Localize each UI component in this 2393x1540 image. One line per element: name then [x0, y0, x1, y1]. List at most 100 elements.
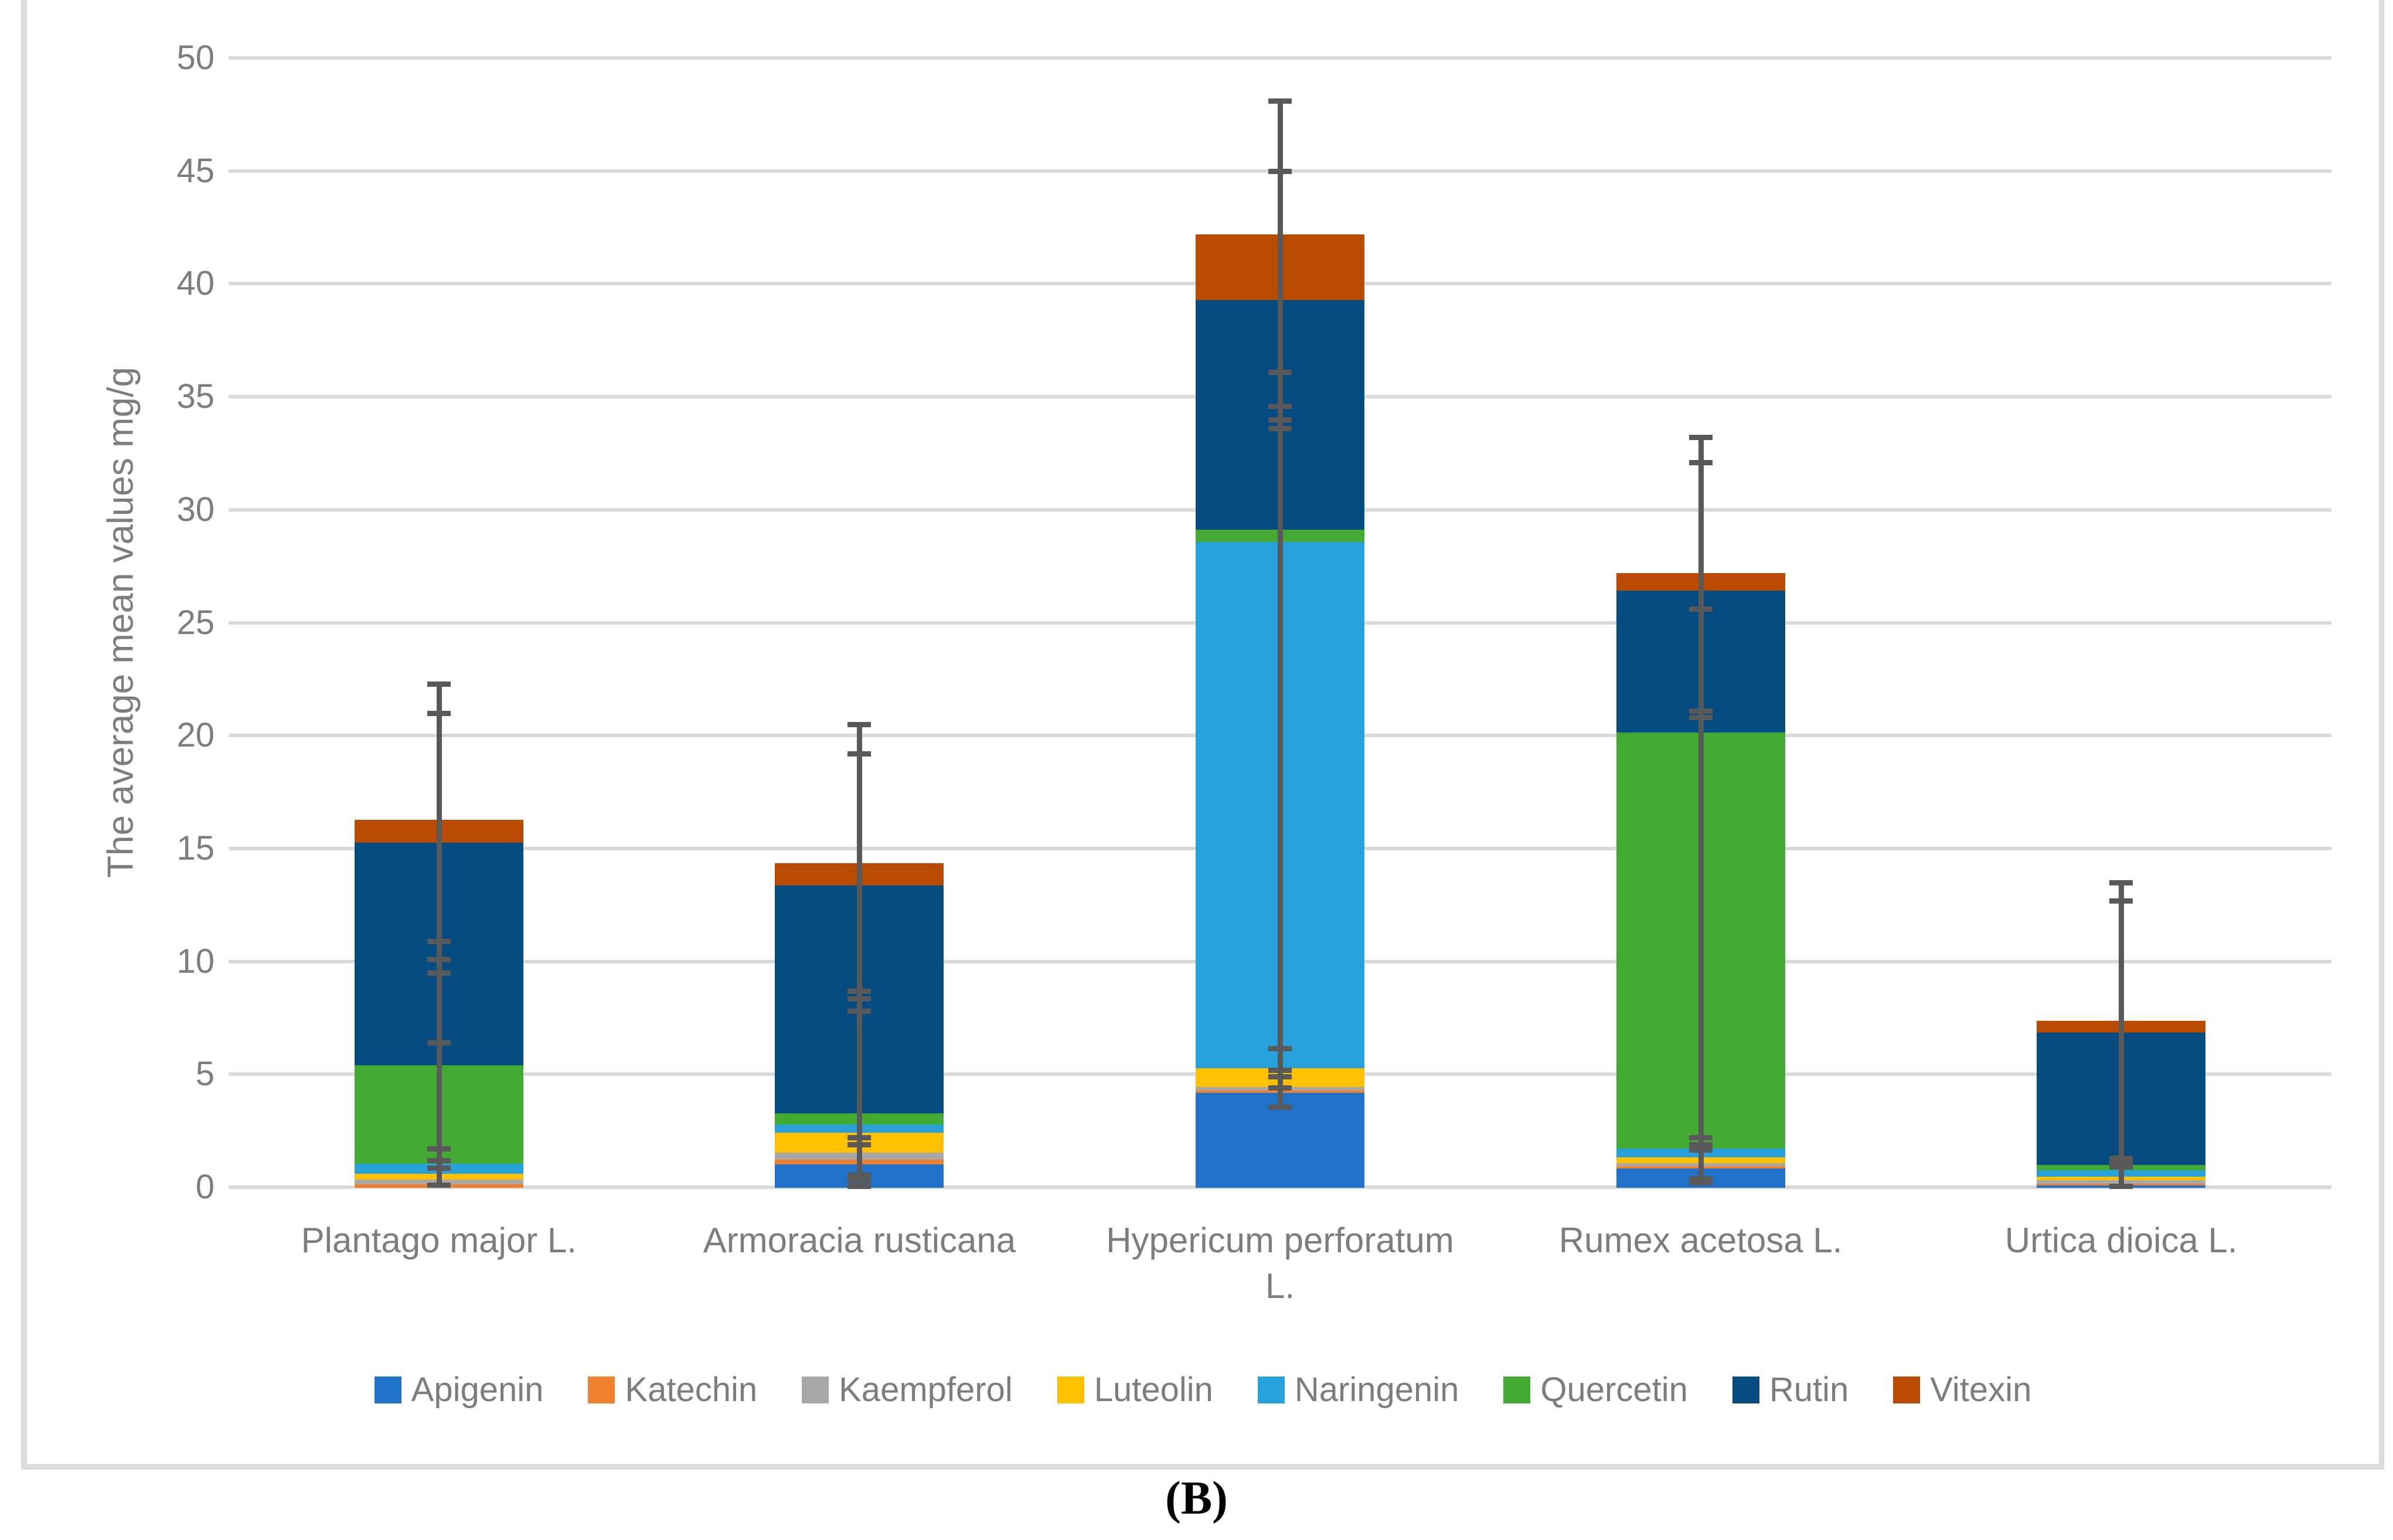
- error-bar-cap: [427, 956, 451, 962]
- legend-item-luteolin: Luteolin: [1057, 1370, 1213, 1409]
- error-bar-cap: [1268, 417, 1292, 423]
- legend-item-vitexin: Vitexin: [1893, 1370, 2031, 1409]
- error-bar-cap: [1689, 708, 1713, 714]
- error-bar-cap: [847, 1135, 872, 1141]
- error-bar-cap: [427, 1146, 451, 1152]
- error-bar-line: [436, 683, 442, 1187]
- legend-swatch-icon: [1503, 1376, 1531, 1403]
- legend-item-quercetin: Quercetin: [1503, 1370, 1688, 1409]
- error-bar-cap: [2109, 1164, 2133, 1170]
- legend-swatch-icon: [374, 1376, 401, 1403]
- error-bar-cap: [1689, 435, 1713, 441]
- error-bar-cap: [1268, 1067, 1292, 1073]
- y-axis-tick-label: 20: [176, 716, 215, 755]
- legend-item-apigenin: Apigenin: [374, 1370, 544, 1409]
- error-bar-cap: [847, 751, 872, 757]
- error-bar-cap: [847, 988, 872, 994]
- gridline: [229, 56, 2331, 60]
- x-axis-label: Urtica dioica L.: [1911, 1218, 2331, 1263]
- y-axis-tick-label: 40: [176, 264, 215, 303]
- legend-label: Vitexin: [1930, 1371, 2032, 1409]
- legend-label: Luteolin: [1094, 1371, 1213, 1409]
- error-bar-cap: [427, 1166, 451, 1171]
- error-bar-cap: [1689, 1176, 1713, 1181]
- error-bar-line: [857, 724, 863, 1187]
- error-bar-cap: [427, 938, 451, 944]
- error-bar-cap: [1268, 1105, 1292, 1110]
- error-bar-cap: [847, 1009, 872, 1014]
- legend-swatch-icon: [1257, 1376, 1285, 1403]
- y-axis-tick-label: 0: [195, 1168, 215, 1206]
- legend-label: Kaempferol: [839, 1371, 1013, 1409]
- error-bar-cap: [1268, 168, 1292, 174]
- error-bar-cap: [2109, 880, 2133, 885]
- legend-item-naringenin: Naringenin: [1257, 1370, 1459, 1409]
- y-axis-tick-label: 35: [176, 377, 215, 416]
- error-bar-cap: [847, 721, 872, 727]
- error-bar-cap: [1268, 1074, 1292, 1080]
- y-axis-tick-label: 45: [176, 151, 215, 190]
- error-bar-cap: [427, 1040, 451, 1046]
- error-bar-cap: [847, 1172, 872, 1178]
- error-bar-line: [1278, 101, 1283, 1108]
- legend-label: Naringenin: [1294, 1371, 1459, 1409]
- error-bar-cap: [1689, 607, 1713, 612]
- error-bar-cap: [1689, 1142, 1713, 1147]
- error-bar-cap: [427, 1157, 451, 1163]
- legend: Apigenin Katechin Kaempferol Luteolin Naring…: [27, 1370, 2379, 1409]
- legend-swatch-icon: [1893, 1376, 1921, 1403]
- error-bar-cap: [847, 1184, 872, 1190]
- x-axis-label-text: Rumex acetosa L.: [1558, 1221, 1843, 1260]
- legend-item-kaempferol: Kaempferol: [802, 1370, 1013, 1409]
- error-bar-cap: [1268, 403, 1292, 409]
- y-axis-tick-label: 50: [176, 39, 215, 77]
- y-axis-tick-label: 10: [176, 942, 215, 980]
- error-bar-cap: [1268, 1085, 1292, 1091]
- error-bar-line: [1698, 437, 1704, 1185]
- error-bar-cap: [1689, 715, 1713, 721]
- legend-label: Katechin: [625, 1371, 758, 1409]
- error-bar-cap: [1268, 369, 1292, 375]
- caption: (B): [1165, 1473, 1228, 1524]
- legend-label: Apigenin: [411, 1371, 544, 1409]
- x-axis-label-text: Hypericum perforatum L.: [1106, 1221, 1454, 1306]
- error-bar-cap: [2109, 1155, 2133, 1161]
- x-axis-label-text: Urtica dioica L.: [2004, 1221, 2238, 1260]
- chart-frame: 0 5 10 15 20 25 30 35 40 45 50 The average mean va…: [21, 0, 2384, 1470]
- error-bar-cap: [847, 1178, 872, 1184]
- y-axis-title: The average mean values mg/g: [100, 367, 141, 878]
- legend-item-katechin: Katechin: [588, 1370, 757, 1409]
- error-bar-cap: [1689, 1180, 1713, 1186]
- error-bar-line: [2119, 882, 2125, 1187]
- legend-swatch-icon: [588, 1376, 615, 1403]
- x-axis-label-text: Armoracia rusticana: [703, 1221, 1016, 1260]
- error-bar-cap: [2109, 1184, 2133, 1190]
- error-bar-cap: [2109, 1160, 2133, 1166]
- error-bar-cap: [1268, 98, 1292, 104]
- y-axis-tick-label: 25: [176, 603, 215, 642]
- error-bar-cap: [847, 1142, 872, 1147]
- legend-label: Quercetin: [1540, 1371, 1688, 1409]
- x-axis-label: Plantago major L.: [229, 1218, 649, 1263]
- error-bar-cap: [1689, 459, 1713, 465]
- error-bar-cap: [2109, 898, 2133, 904]
- error-bar-cap: [427, 710, 451, 716]
- error-bar-cap: [1689, 1135, 1713, 1141]
- y-axis-tick-label: 5: [195, 1055, 215, 1093]
- legend-swatch-icon: [1057, 1376, 1084, 1403]
- x-axis-label: Hypericum perforatum L.: [1070, 1218, 1490, 1309]
- x-axis-label: Armoracia rusticana: [649, 1218, 1070, 1263]
- x-axis-label-text: Plantago major L.: [301, 1221, 577, 1260]
- legend-swatch-icon: [802, 1376, 829, 1403]
- error-bar-cap: [1268, 1045, 1292, 1051]
- y-axis-tick-label: 15: [176, 829, 215, 867]
- error-bar-cap: [427, 681, 451, 687]
- error-bar-cap: [427, 1183, 451, 1188]
- legend-label: Rutin: [1769, 1371, 1849, 1409]
- legend-swatch-icon: [1732, 1376, 1759, 1403]
- error-bar-cap: [1689, 1147, 1713, 1153]
- error-bar-cap: [1268, 426, 1292, 432]
- y-axis-tick-label: 30: [176, 490, 215, 529]
- error-bar-cap: [847, 996, 872, 1002]
- error-bar-cap: [427, 970, 451, 976]
